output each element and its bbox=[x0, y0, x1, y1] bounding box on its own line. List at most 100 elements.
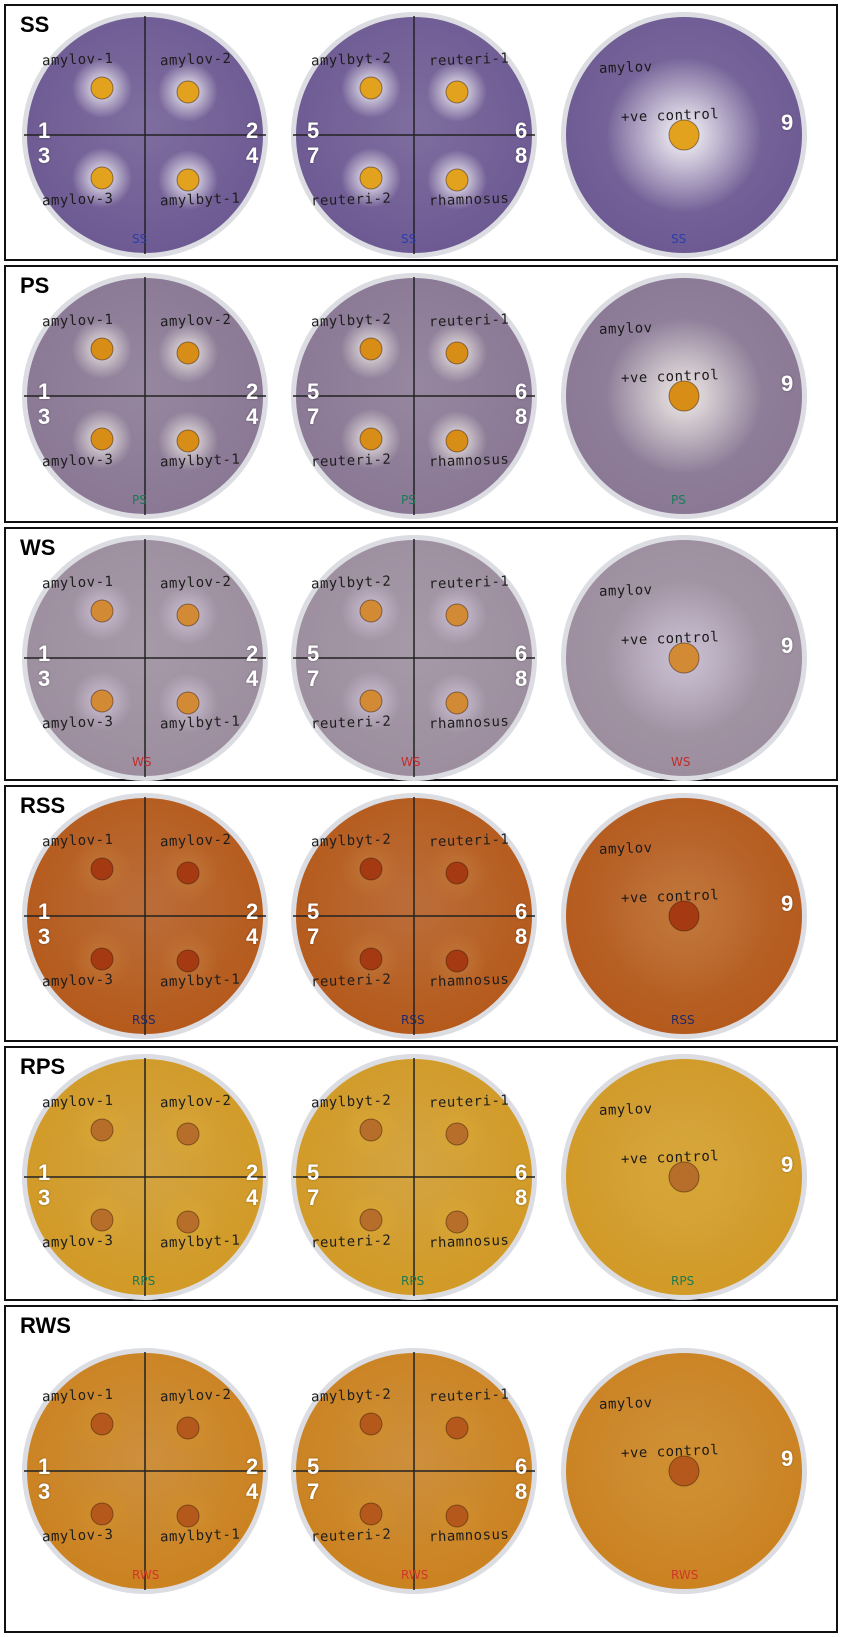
petri-plate-3: amylov +ve control 9 RPS bbox=[559, 1052, 809, 1302]
quadrant-number: 1 bbox=[38, 641, 51, 666]
plate-image bbox=[561, 535, 807, 781]
quadrant-number: 1 bbox=[38, 379, 51, 404]
quadrant-number: 6 bbox=[515, 1160, 528, 1185]
handwritten-control-label: +ve control bbox=[620, 629, 720, 649]
handwritten-strain-label: amylov bbox=[598, 1101, 653, 1119]
quadrant-number: 4 bbox=[246, 924, 259, 949]
panel-rps: RPS amylov-1 1 amylov-2 2 amylov-3 3 amylbyt-1 4… bbox=[4, 1046, 838, 1301]
handwritten-strain-label: amylbyt-1 bbox=[159, 971, 241, 991]
colony-spot bbox=[359, 1118, 383, 1142]
colony-spot bbox=[90, 1208, 114, 1232]
media-stamp: RPS bbox=[401, 1274, 425, 1288]
colony-spot bbox=[176, 1210, 200, 1234]
panel-rws: RWS amylov-1 1 amylov-2 2 amylov-3 3 amylbyt-1 4… bbox=[4, 1305, 838, 1633]
petri-plate-3: amylov +ve control 9 PS bbox=[559, 271, 809, 521]
plate-image bbox=[561, 1348, 807, 1594]
quadrant-number: 7 bbox=[307, 1185, 320, 1210]
plate-image bbox=[22, 793, 268, 1039]
media-stamp: RSS bbox=[401, 1013, 425, 1027]
handwritten-strain-label: amylov-1 bbox=[41, 50, 114, 70]
plate-image bbox=[561, 12, 807, 258]
colony-spot bbox=[445, 1504, 469, 1528]
handwritten-strain-label: amylbyt-2 bbox=[310, 831, 392, 851]
quadrant-number: 4 bbox=[246, 1185, 259, 1210]
quadrant-number: 4 bbox=[246, 143, 259, 168]
handwritten-strain-label: amylov-2 bbox=[159, 831, 232, 851]
colony-spot bbox=[668, 642, 700, 674]
media-stamp: SS bbox=[132, 232, 148, 246]
panel-rss: RSS amylov-1 1 amylov-2 2 amylov-3 3 amylbyt-1 4… bbox=[4, 785, 838, 1042]
petri-plate-2: amylbyt-2 5 reuteri-1 6 reuteri-2 7 rhamnosus 8… bbox=[289, 10, 539, 260]
handwritten-strain-label: amylov-2 bbox=[159, 1092, 232, 1112]
media-stamp: WS bbox=[401, 755, 421, 769]
quadrant-number: 2 bbox=[246, 1454, 259, 1479]
quadrant-number: 8 bbox=[515, 1479, 528, 1504]
colony-spot bbox=[90, 1412, 114, 1436]
plate-number: 9 bbox=[781, 110, 794, 135]
handwritten-strain-label: reuteri-1 bbox=[428, 573, 510, 593]
handwritten-strain-label: amylov-2 bbox=[159, 50, 232, 70]
colony-spot bbox=[668, 119, 700, 151]
colony-spot bbox=[359, 427, 383, 451]
quadrant-number: 6 bbox=[515, 379, 528, 404]
colony-spot bbox=[445, 1210, 469, 1234]
handwritten-strain-label: rhamnosus bbox=[428, 451, 510, 471]
handwritten-strain-label: reuteri-1 bbox=[428, 50, 510, 70]
quadrant-number: 1 bbox=[38, 1160, 51, 1185]
handwritten-strain-label: amylov bbox=[598, 1395, 653, 1413]
plate-image bbox=[22, 12, 268, 258]
quadrant-number: 2 bbox=[246, 118, 259, 143]
quadrant-number: 6 bbox=[515, 899, 528, 924]
handwritten-strain-label: amylbyt-1 bbox=[159, 713, 241, 733]
plate-image bbox=[561, 793, 807, 1039]
plate-image bbox=[291, 273, 537, 519]
handwritten-control-label: +ve control bbox=[620, 1148, 720, 1168]
quadrant-number: 1 bbox=[38, 899, 51, 924]
quadrant-number: 1 bbox=[38, 1454, 51, 1479]
colony-spot bbox=[90, 337, 114, 361]
colony-spot bbox=[176, 861, 200, 885]
handwritten-strain-label: reuteri-2 bbox=[310, 190, 392, 210]
media-stamp: SS bbox=[401, 232, 417, 246]
colony-spot bbox=[176, 1416, 200, 1440]
petri-plate-3: amylov +ve control 9 RSS bbox=[559, 791, 809, 1041]
petri-plate-3: amylov +ve control 9 RWS bbox=[559, 1346, 809, 1596]
handwritten-strain-label: amylbyt-2 bbox=[310, 50, 392, 70]
quadrant-number: 7 bbox=[307, 404, 320, 429]
quadrant-number: 8 bbox=[515, 143, 528, 168]
colony-spot bbox=[176, 429, 200, 453]
colony-spot bbox=[90, 857, 114, 881]
handwritten-strain-label: reuteri-2 bbox=[310, 971, 392, 991]
handwritten-strain-label: rhamnosus bbox=[428, 1526, 510, 1546]
handwritten-strain-label: amylbyt-1 bbox=[159, 1526, 241, 1546]
quadrant-number: 5 bbox=[307, 641, 320, 666]
handwritten-strain-label: amylov-1 bbox=[41, 311, 114, 331]
petri-plate-2: amylbyt-2 5 reuteri-1 6 reuteri-2 7 rhamnosus 8… bbox=[289, 1052, 539, 1302]
colony-spot bbox=[445, 429, 469, 453]
quadrant-number: 6 bbox=[515, 1454, 528, 1479]
media-stamp: RSS bbox=[132, 1013, 156, 1027]
quadrant-number: 5 bbox=[307, 379, 320, 404]
colony-spot bbox=[90, 599, 114, 623]
colony-spot bbox=[445, 80, 469, 104]
panel-label: RSS bbox=[20, 793, 66, 818]
handwritten-control-label: +ve control bbox=[620, 367, 720, 387]
colony-spot bbox=[176, 168, 200, 192]
panel-label: RPS bbox=[20, 1054, 66, 1079]
quadrant-number: 4 bbox=[246, 666, 259, 691]
colony-spot bbox=[176, 1122, 200, 1146]
quadrant-number: 3 bbox=[38, 666, 51, 691]
media-stamp: PS bbox=[401, 493, 416, 507]
handwritten-strain-label: rhamnosus bbox=[428, 713, 510, 733]
media-stamp: RPS bbox=[132, 1274, 156, 1288]
handwritten-strain-label: amylov-1 bbox=[41, 1386, 114, 1406]
quadrant-number: 5 bbox=[307, 1160, 320, 1185]
plate-number: 9 bbox=[781, 1446, 794, 1471]
colony-spot bbox=[668, 1455, 700, 1487]
colony-spot bbox=[90, 1118, 114, 1142]
handwritten-strain-label: amylov-3 bbox=[41, 1232, 114, 1252]
quadrant-number: 8 bbox=[515, 666, 528, 691]
quadrant-number: 6 bbox=[515, 118, 528, 143]
quadrant-number: 6 bbox=[515, 641, 528, 666]
quadrant-number: 7 bbox=[307, 143, 320, 168]
